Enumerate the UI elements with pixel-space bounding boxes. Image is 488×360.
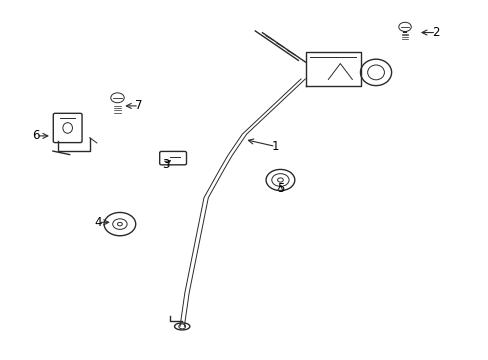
Ellipse shape (367, 65, 384, 80)
Circle shape (104, 212, 136, 236)
Circle shape (265, 170, 294, 190)
Text: 1: 1 (271, 140, 279, 153)
Circle shape (179, 324, 185, 329)
Ellipse shape (174, 323, 189, 330)
Circle shape (112, 219, 127, 229)
Text: 4: 4 (94, 216, 102, 229)
Ellipse shape (63, 123, 72, 133)
FancyBboxPatch shape (160, 152, 186, 165)
Circle shape (271, 174, 288, 186)
Circle shape (111, 93, 124, 103)
Text: 7: 7 (135, 99, 142, 112)
Circle shape (398, 22, 410, 31)
Text: 5: 5 (276, 182, 284, 195)
Circle shape (117, 222, 122, 226)
Text: 2: 2 (431, 26, 439, 39)
Ellipse shape (360, 59, 391, 86)
Circle shape (277, 178, 283, 182)
Text: 6: 6 (32, 129, 40, 143)
Text: 3: 3 (162, 158, 169, 171)
FancyBboxPatch shape (53, 113, 82, 143)
